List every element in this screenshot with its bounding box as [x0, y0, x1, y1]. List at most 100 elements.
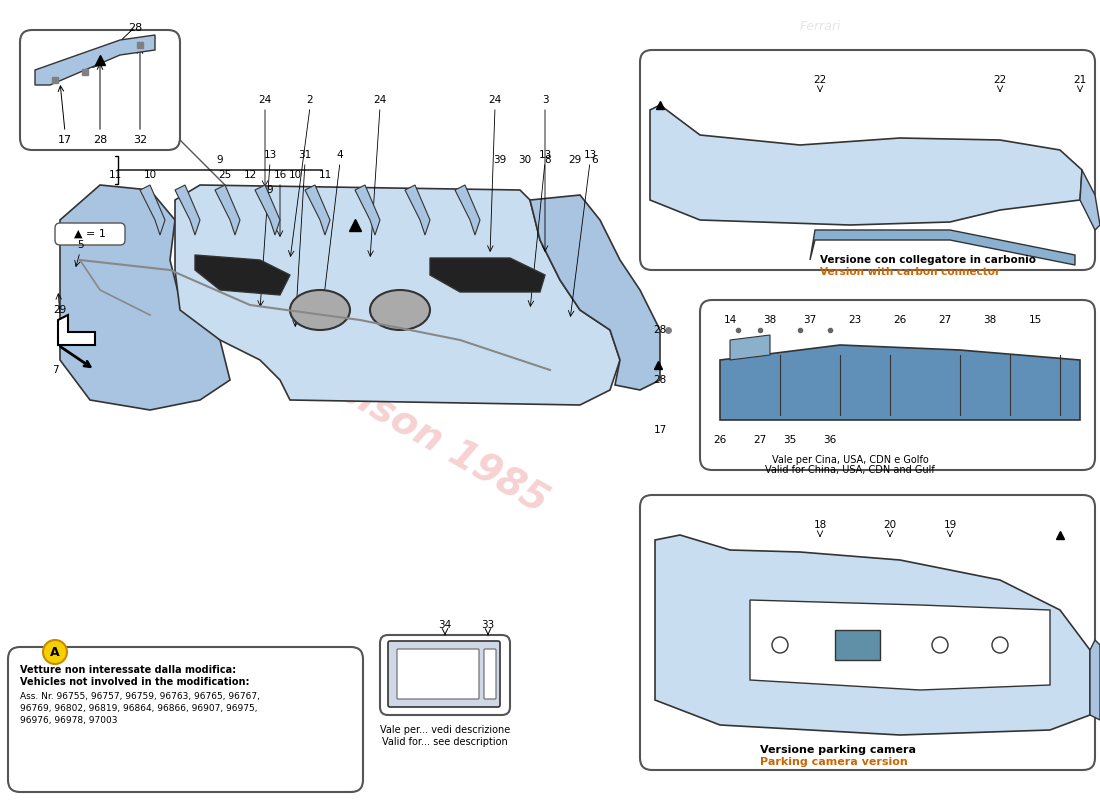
Polygon shape	[730, 335, 770, 360]
FancyBboxPatch shape	[388, 641, 500, 707]
FancyBboxPatch shape	[640, 50, 1094, 270]
Text: Vale per Cina, USA, CDN e Golfo: Vale per Cina, USA, CDN e Golfo	[771, 455, 928, 465]
Text: 5: 5	[77, 240, 84, 250]
Text: Valid for... see description: Valid for... see description	[382, 737, 508, 747]
Polygon shape	[305, 185, 330, 235]
Text: chassison 1985: chassison 1985	[245, 320, 554, 520]
Text: 29: 29	[569, 155, 582, 165]
Text: 33: 33	[482, 620, 495, 630]
Circle shape	[772, 637, 788, 653]
Polygon shape	[750, 600, 1050, 690]
Polygon shape	[530, 195, 660, 390]
Polygon shape	[1090, 640, 1100, 720]
Text: Versione con collegatore in carbonio: Versione con collegatore in carbonio	[820, 255, 1036, 265]
Text: 96976, 96978, 97003: 96976, 96978, 97003	[20, 715, 118, 725]
Text: 24: 24	[373, 95, 386, 105]
Text: Vale per... vedi descrizione: Vale per... vedi descrizione	[379, 725, 510, 735]
FancyBboxPatch shape	[484, 649, 496, 699]
Text: 16: 16	[274, 170, 287, 180]
FancyBboxPatch shape	[55, 223, 125, 245]
Polygon shape	[405, 185, 430, 235]
Text: 11: 11	[109, 170, 122, 180]
Polygon shape	[720, 345, 1080, 420]
Text: 27: 27	[754, 435, 767, 445]
Text: 20: 20	[883, 520, 896, 530]
Text: 17: 17	[58, 135, 73, 145]
Polygon shape	[35, 35, 155, 85]
Polygon shape	[810, 230, 1075, 265]
FancyBboxPatch shape	[397, 649, 478, 699]
Polygon shape	[195, 255, 290, 295]
Text: 21: 21	[1074, 75, 1087, 85]
Text: 9: 9	[217, 155, 223, 165]
Polygon shape	[60, 185, 230, 410]
Text: 31: 31	[298, 150, 311, 160]
Text: Ass. Nr. 96755, 96757, 96759, 96763, 96765, 96767,: Ass. Nr. 96755, 96757, 96759, 96763, 967…	[20, 691, 260, 701]
Text: 38: 38	[763, 315, 777, 325]
Text: 3: 3	[541, 95, 548, 105]
FancyBboxPatch shape	[700, 300, 1094, 470]
Text: Versione parking camera: Versione parking camera	[760, 745, 916, 755]
Polygon shape	[455, 185, 480, 235]
Text: Vetture non interessate dalla modifica:: Vetture non interessate dalla modifica:	[20, 665, 236, 675]
Text: Vehicles not involved in the modification:: Vehicles not involved in the modificatio…	[20, 677, 250, 687]
Polygon shape	[650, 105, 1082, 225]
Text: 13: 13	[583, 150, 596, 160]
Text: 6: 6	[592, 155, 598, 165]
Text: 25: 25	[219, 170, 232, 180]
Text: 38: 38	[983, 315, 997, 325]
Polygon shape	[214, 185, 240, 235]
Text: 23: 23	[848, 315, 861, 325]
FancyBboxPatch shape	[640, 495, 1094, 770]
Text: 30: 30	[518, 155, 531, 165]
Text: 24: 24	[258, 95, 272, 105]
FancyBboxPatch shape	[20, 30, 180, 150]
Text: 34: 34	[439, 620, 452, 630]
Text: 28: 28	[653, 325, 667, 335]
Text: 39: 39	[494, 155, 507, 165]
Circle shape	[43, 640, 67, 664]
Text: 28: 28	[653, 375, 667, 385]
Text: 37: 37	[803, 315, 816, 325]
Text: 4: 4	[337, 150, 343, 160]
Text: 22: 22	[993, 75, 1007, 85]
Text: 9: 9	[266, 185, 273, 195]
Text: A: A	[51, 646, 59, 658]
Ellipse shape	[290, 290, 350, 330]
Circle shape	[992, 637, 1008, 653]
FancyBboxPatch shape	[379, 635, 510, 715]
Text: 11: 11	[318, 170, 331, 180]
Text: 32: 32	[133, 135, 147, 145]
Polygon shape	[175, 185, 620, 405]
Text: Parking camera version: Parking camera version	[760, 757, 907, 767]
Text: Version with carbon connector: Version with carbon connector	[820, 267, 1000, 277]
Text: 24: 24	[488, 95, 502, 105]
Text: 17: 17	[653, 425, 667, 435]
Polygon shape	[654, 535, 1090, 735]
Text: 2: 2	[307, 95, 314, 105]
Text: 14: 14	[724, 315, 737, 325]
Polygon shape	[430, 258, 544, 292]
Text: 36: 36	[824, 435, 837, 445]
Text: 12: 12	[243, 170, 256, 180]
Polygon shape	[58, 315, 95, 345]
Text: 26: 26	[714, 435, 727, 445]
Polygon shape	[355, 185, 380, 235]
Polygon shape	[255, 185, 280, 235]
Text: ▲ = 1: ▲ = 1	[74, 229, 106, 239]
Text: 96769, 96802, 96819, 96864, 96866, 96907, 96975,: 96769, 96802, 96819, 96864, 96866, 96907…	[20, 703, 257, 713]
Circle shape	[932, 637, 948, 653]
Text: Ferrari: Ferrari	[800, 20, 840, 33]
Text: 18: 18	[813, 520, 826, 530]
Ellipse shape	[370, 290, 430, 330]
Polygon shape	[835, 630, 880, 660]
Polygon shape	[140, 185, 165, 235]
Text: 10: 10	[288, 170, 301, 180]
Text: 26: 26	[893, 315, 906, 325]
Text: 22: 22	[813, 75, 826, 85]
Polygon shape	[1080, 170, 1100, 230]
Text: 13: 13	[263, 150, 276, 160]
Text: 7: 7	[52, 365, 58, 375]
Polygon shape	[175, 185, 200, 235]
Text: 19: 19	[944, 520, 957, 530]
